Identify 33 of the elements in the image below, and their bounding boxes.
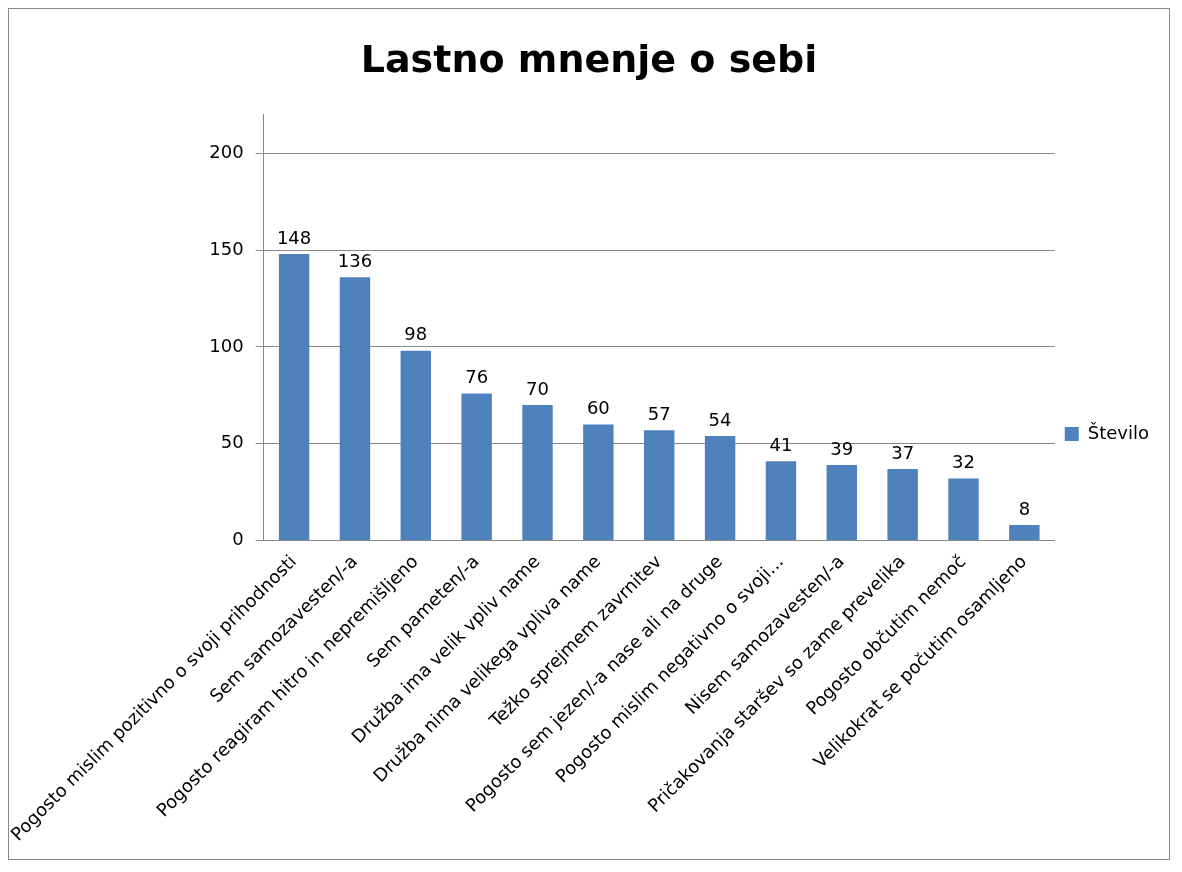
bar (1009, 525, 1040, 541)
chart-title: Lastno mnenje o sebi (360, 36, 818, 81)
bar (583, 424, 614, 541)
data-label: 136 (337, 249, 373, 271)
bar (765, 461, 797, 541)
bar (826, 465, 857, 541)
data-label: 8 (1018, 497, 1031, 519)
y-tick-label: 0 (232, 528, 244, 550)
y-tick-label: 150 (209, 237, 244, 259)
data-label: 32 (952, 451, 975, 473)
bar (522, 405, 553, 541)
data-label: 54 (708, 408, 732, 430)
bar (704, 436, 736, 541)
legend-label: Število (1087, 421, 1150, 443)
data-label: 76 (465, 366, 489, 388)
data-label: 98 (404, 323, 428, 345)
bar (278, 254, 310, 541)
bar (461, 393, 492, 541)
y-tick-label: 50 (220, 431, 244, 453)
y-tick-label: 200 (209, 141, 244, 162)
bar (339, 277, 371, 541)
data-label: 60 (586, 397, 610, 419)
data-label: 57 (647, 402, 671, 424)
data-label: 39 (830, 437, 854, 459)
data-label: 37 (891, 441, 915, 463)
data-label: 148 (276, 226, 312, 248)
data-label: 70 (526, 377, 549, 399)
data-label: 41 (769, 433, 793, 455)
bar (948, 478, 979, 541)
bar (887, 468, 918, 541)
bar (400, 350, 432, 541)
y-tick-label: 100 (209, 334, 244, 356)
bar (644, 430, 675, 541)
